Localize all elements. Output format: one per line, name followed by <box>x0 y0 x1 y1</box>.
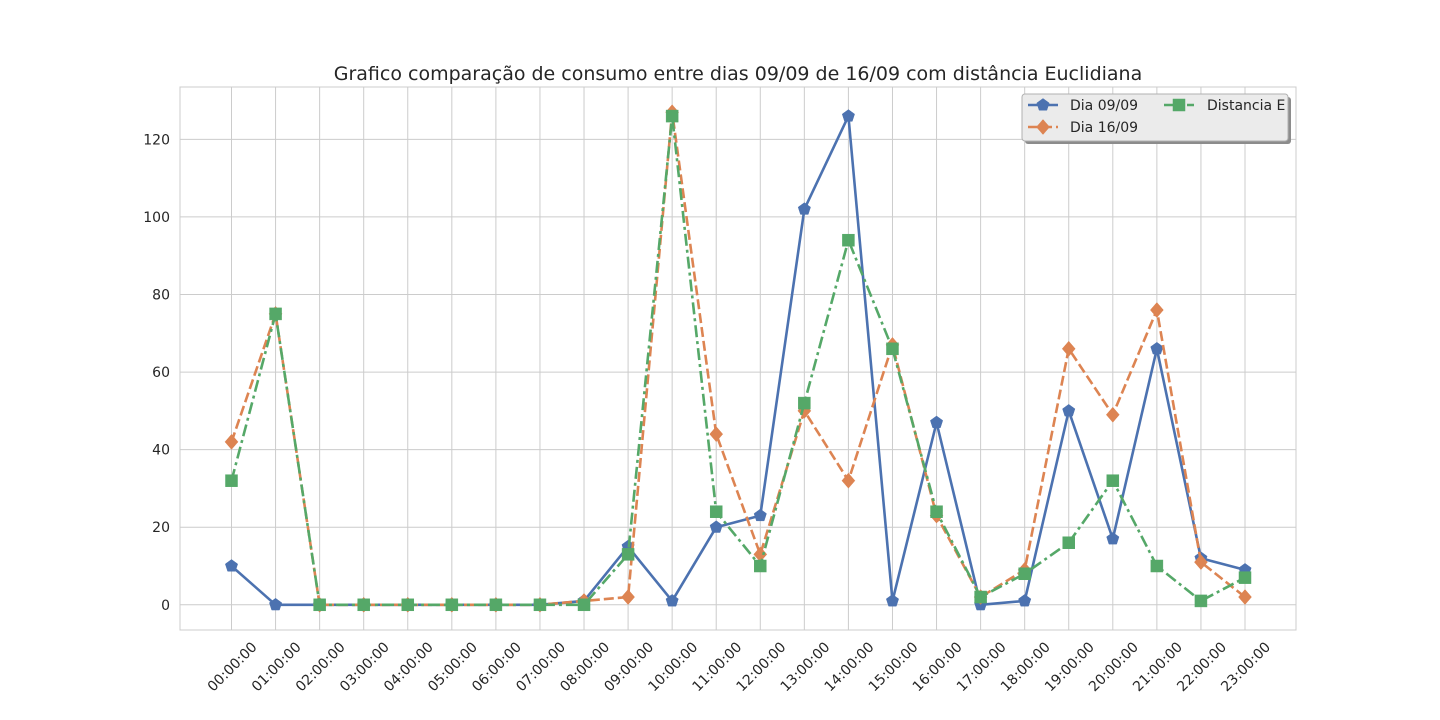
data-point <box>1238 571 1252 584</box>
data-point <box>842 233 855 247</box>
data-point <box>225 559 238 572</box>
y-axis-ticks: 0 20 40 60 80 100 120 <box>143 132 170 613</box>
data-point <box>1061 340 1076 357</box>
data-point <box>445 598 459 612</box>
data-point <box>621 548 635 561</box>
data-point <box>886 594 899 607</box>
legend: Dia 09/09 Dia 16/09 Distancia E <box>1021 93 1291 144</box>
legend-label-2: Dia 16/09 <box>1070 120 1138 136</box>
series-line <box>230 114 1246 607</box>
y-tick-label: 60 <box>152 365 170 381</box>
data-point <box>665 594 679 607</box>
chart-title: Grafico comparação de consumo entre dias… <box>334 63 1142 85</box>
data-point <box>1062 404 1076 417</box>
legend-marker-1 <box>1036 98 1050 111</box>
data-point <box>797 202 811 215</box>
data-point <box>1106 532 1120 545</box>
data-point <box>709 520 723 533</box>
data-point <box>357 598 370 612</box>
data-point <box>313 598 326 612</box>
plot-frame <box>179 86 1297 631</box>
data-point <box>1194 594 1208 608</box>
legend-items: Dia 09/09 Dia 16/09 Distancia E <box>1028 98 1285 136</box>
data-point <box>709 426 724 443</box>
data-point <box>841 109 855 122</box>
y-tick-label: 100 <box>143 210 170 226</box>
data-point <box>1238 589 1252 605</box>
legend-marker-shape <box>1172 98 1186 112</box>
data-point <box>1106 474 1120 487</box>
series-3 <box>225 109 1252 612</box>
data-point <box>225 474 238 487</box>
data-point <box>401 598 415 612</box>
legend-entry-3: Distancia E <box>1164 98 1285 114</box>
data-point <box>577 598 591 612</box>
data-point <box>269 597 283 611</box>
data-point <box>930 415 944 429</box>
data-point <box>621 589 635 605</box>
data-point <box>1194 554 1208 571</box>
data-point <box>798 396 811 410</box>
data-point <box>886 342 899 356</box>
data-point <box>1150 559 1164 573</box>
series-group <box>224 104 1252 613</box>
data-point <box>754 559 767 573</box>
y-tick-label: 40 <box>152 443 170 459</box>
legend-label-1: Dia 09/09 <box>1070 98 1138 114</box>
y-tick-label: 120 <box>143 132 170 148</box>
data-point <box>665 109 679 123</box>
y-tick-label: 20 <box>152 520 170 536</box>
data-point <box>224 434 239 450</box>
data-point <box>753 508 767 522</box>
data-point <box>1018 567 1031 581</box>
data-point <box>974 590 987 604</box>
data-point <box>533 598 547 612</box>
legend-label-3: Distancia E <box>1207 98 1285 114</box>
y-tick-label: 80 <box>152 288 170 304</box>
data-point <box>841 472 856 489</box>
data-point <box>489 598 503 612</box>
legend-entry-1: Dia 09/09 <box>1028 98 1138 114</box>
data-point <box>269 307 282 321</box>
legend-marker-shape <box>1036 119 1050 135</box>
legend-marker-2 <box>1036 119 1050 135</box>
data-point <box>1018 594 1032 607</box>
legend-marker-shape <box>1036 98 1050 111</box>
data-point <box>709 505 723 518</box>
y-tick-label: 0 <box>161 598 170 614</box>
legend-entry-2: Dia 16/09 <box>1028 119 1138 136</box>
data-point <box>930 505 943 518</box>
legend-box <box>1021 93 1289 142</box>
legend-marker-3 <box>1172 98 1186 112</box>
data-point <box>1105 406 1120 423</box>
data-point <box>1062 536 1075 549</box>
data-point <box>1150 302 1164 318</box>
